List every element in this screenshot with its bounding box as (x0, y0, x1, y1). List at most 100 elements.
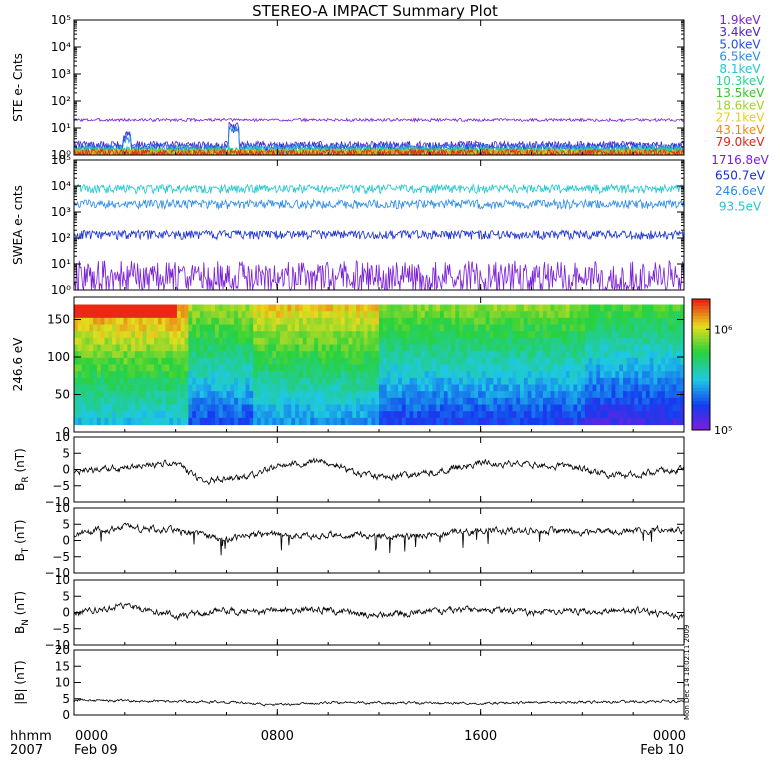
heatmap-cell (226, 364, 231, 372)
heatmap-cell (558, 304, 563, 312)
heatmap-cell (89, 404, 94, 412)
heatmap-cell (443, 371, 449, 379)
heatmap-cell (249, 317, 254, 326)
heatmap-cell (135, 364, 140, 372)
heatmap-cell (123, 344, 128, 352)
heatmap-cell (626, 304, 632, 312)
heatmap-cell (512, 351, 517, 359)
heatmap-cell (188, 311, 193, 319)
heatmap-cell (382, 351, 388, 359)
heatmap-cell (596, 384, 601, 392)
heatmap-cell (180, 337, 186, 346)
heatmap-cell (535, 384, 540, 392)
heatmap-cell (649, 311, 655, 319)
heatmap-cell (138, 364, 144, 372)
y-tick-label: −10 (45, 638, 70, 652)
heatmap-cell (218, 311, 224, 319)
heatmap-cell (592, 344, 597, 352)
heatmap-cell (630, 371, 636, 379)
heatmap-cell (657, 337, 662, 346)
panel-ste-data (74, 117, 684, 155)
heatmap-cell (630, 384, 636, 392)
heatmap-cell (630, 411, 636, 419)
heatmap-cell (359, 411, 365, 419)
heatmap-cell (272, 311, 277, 319)
heatmap-cell (611, 364, 616, 372)
heatmap-cell (382, 417, 388, 426)
heatmap-cell (253, 337, 258, 346)
heatmap-cell (577, 384, 582, 392)
heatmap-cell (386, 411, 392, 419)
heatmap-cell (138, 304, 144, 312)
heatmap-cell (150, 411, 155, 419)
heatmap-cell (592, 411, 597, 419)
heatmap-cell (607, 364, 613, 372)
heatmap-cell (401, 377, 407, 386)
heatmap-cell (401, 364, 407, 372)
heatmap-cell (565, 324, 571, 332)
heatmap-cell (462, 331, 468, 339)
heatmap-cell (680, 417, 684, 426)
heatmap-cell (215, 377, 220, 386)
heatmap-cell (516, 371, 521, 379)
y-tick-label: 5 (62, 692, 70, 706)
heatmap-cell (432, 411, 437, 419)
heatmap-cell (329, 384, 334, 392)
heatmap-cell (337, 331, 342, 339)
heatmap-cell (451, 397, 456, 406)
heatmap-cell (154, 344, 159, 352)
heatmap-cell (253, 324, 258, 332)
heatmap-cell (542, 411, 548, 419)
heatmap-cell (226, 384, 231, 392)
heatmap-cell (333, 397, 338, 406)
heatmap-cell (222, 324, 228, 332)
colorbar-segment (692, 413, 710, 418)
heatmap-cell (306, 324, 311, 332)
heatmap-cell (245, 377, 250, 386)
heatmap-cell (443, 357, 449, 366)
heatmap-cell (135, 391, 140, 399)
heatmap-cell (184, 351, 189, 359)
heatmap-cell (85, 324, 90, 332)
heatmap-cell (85, 331, 90, 339)
heatmap-cell (424, 397, 430, 406)
heatmap-cell (207, 377, 212, 386)
heatmap-cell (104, 391, 109, 399)
heatmap-cell (550, 377, 555, 386)
heatmap-cell (203, 351, 209, 359)
heatmap-cell (192, 311, 197, 319)
heatmap-cell (485, 337, 491, 346)
heatmap-cell (661, 411, 666, 419)
heatmap-cell (497, 391, 502, 399)
heatmap-cell (447, 364, 453, 372)
heatmap-cell (310, 304, 315, 312)
heatmap-cell (611, 371, 616, 379)
heatmap-cell (623, 391, 628, 399)
heatmap-cell (203, 324, 209, 332)
heatmap-cell (291, 391, 296, 399)
heatmap-cell (104, 357, 109, 366)
heatmap-cell (169, 397, 174, 406)
heatmap-cell (329, 344, 334, 352)
heatmap-cell (184, 304, 189, 312)
heatmap-cell (573, 337, 578, 346)
heatmap-cell (470, 331, 475, 339)
heatmap-cell (142, 397, 148, 406)
heatmap-cell (215, 331, 220, 339)
heatmap-cell (443, 331, 449, 339)
heatmap-cell (283, 344, 289, 352)
heatmap-cell (230, 384, 235, 392)
heatmap-cell (558, 364, 563, 372)
heatmap-cell (516, 417, 521, 426)
heatmap-cell (428, 371, 433, 379)
heatmap-cell (169, 371, 174, 379)
heatmap-cell (657, 357, 662, 366)
heatmap-cell (89, 391, 94, 399)
heatmap-cell (295, 411, 300, 419)
heatmap-cell (459, 377, 464, 386)
heatmap-cell (74, 351, 79, 359)
heatmap-cell (291, 331, 296, 339)
heatmap-cell (74, 304, 79, 312)
heatmap-cell (394, 411, 399, 419)
heatmap-cell (630, 377, 636, 386)
